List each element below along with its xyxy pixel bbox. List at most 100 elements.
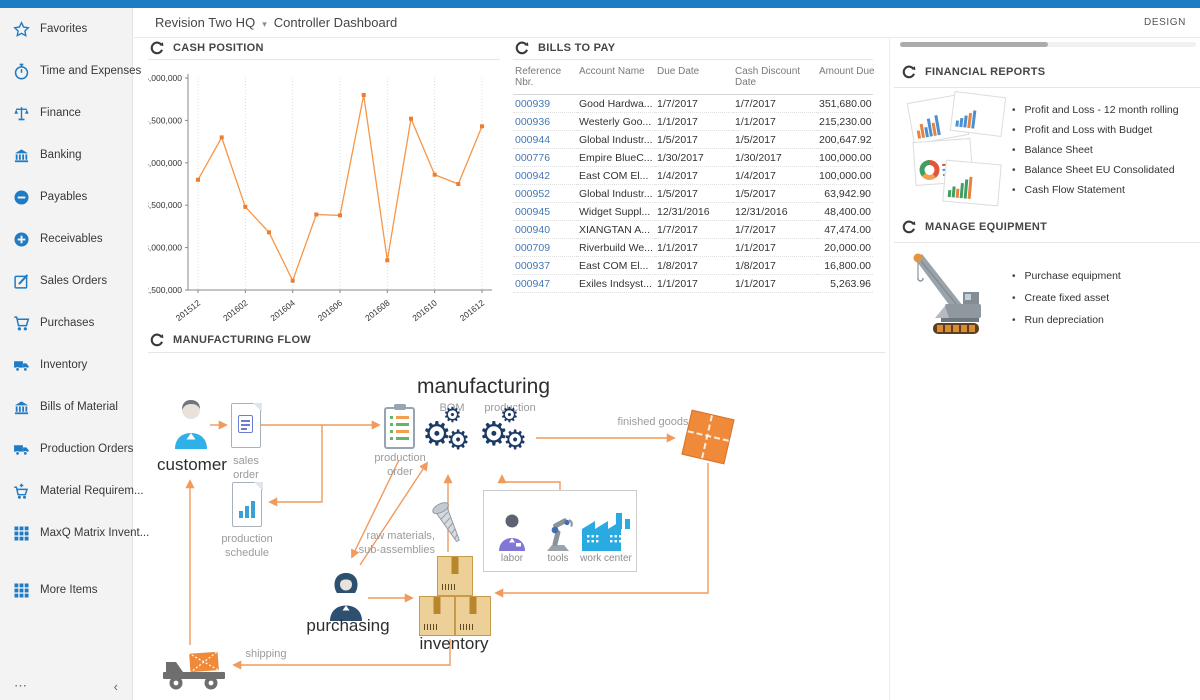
sidebar-item-time-and-expenses[interactable]: Time and Expenses <box>0 50 141 92</box>
sidebar-item-inventory[interactable]: Inventory <box>0 344 132 386</box>
report-link[interactable]: • Balance Sheet <box>1012 144 1198 157</box>
panel-title: FINANCIAL REPORTS <box>925 66 1046 78</box>
sidebar-item-maxq-matrix-invent[interactable]: MaxQ Matrix Invent... <box>0 512 149 554</box>
cart-plus-icon <box>13 483 30 500</box>
bom-gears-icon: ⚙ ⚙ ⚙ <box>422 403 471 456</box>
sidebar-item-label: Material Requirem... <box>40 485 144 497</box>
financial-reports-list: • Profit and Loss - 12 month rolling • Prof… <box>1012 104 1198 204</box>
equipment-link[interactable]: • Run depreciation <box>1012 314 1198 327</box>
reference-link[interactable]: 000776 <box>515 152 551 164</box>
report-link[interactable]: • Balance Sheet EU Consolidated <box>1012 164 1198 177</box>
discount-date-cell: 1/1/2017 <box>733 238 817 257</box>
bullet-icon: • <box>1012 315 1016 326</box>
column-header[interactable]: Amount Due <box>817 64 875 95</box>
chevron-down-icon[interactable]: ▾ <box>262 19 267 29</box>
manufacturing-title: manufacturing <box>416 375 551 398</box>
table-row: 000936 Westerly Goo... 1/1/2017 1/1/2017… <box>513 112 873 131</box>
customer-label: customer <box>157 455 227 474</box>
crane-image <box>913 253 981 334</box>
purchasing-label: purchasing <box>306 616 390 635</box>
panel-title: BILLS TO PAY <box>538 42 616 54</box>
bullet-icon: • <box>1012 145 1016 156</box>
refresh-icon[interactable] <box>902 220 916 234</box>
cash-position-chart: 65,000,000 64,500,000 64,000,000 63,500,000… <box>148 73 492 323</box>
sidebar-item-material-requirem[interactable]: Material Requirem... <box>0 470 144 512</box>
grid-icon <box>13 582 30 599</box>
account-cell: XIANGTAN A... <box>577 220 655 239</box>
sidebar-item-sales-orders[interactable]: Sales Orders <box>0 260 132 302</box>
discount-date-cell: 12/31/2016 <box>733 202 817 221</box>
reference-link[interactable]: 000937 <box>515 260 551 272</box>
reference-link[interactable]: 000942 <box>515 170 551 182</box>
refresh-icon[interactable] <box>150 333 164 347</box>
reference-link[interactable]: 000945 <box>515 206 551 218</box>
sidebar-item-bills-of-material[interactable]: Bills of Material <box>0 386 132 428</box>
column-header[interactable]: Reference Nbr. <box>513 64 577 95</box>
sidebar-item-more-items[interactable]: More Items <box>0 569 132 611</box>
report-link[interactable]: • Profit and Loss - 12 month rolling <box>1012 104 1198 117</box>
amount-cell: 47,474.00 <box>817 220 873 239</box>
page-title: Controller Dashboard <box>273 15 398 30</box>
stopwatch-icon <box>13 63 30 80</box>
svg-text:64,500,000: 64,500,000 <box>148 115 182 125</box>
scrollbar-thumb[interactable] <box>900 42 1048 47</box>
table-row: 000945 Widget Suppl... 12/31/2016 12/31/… <box>513 202 873 221</box>
bank-icon <box>13 399 30 416</box>
divider <box>148 59 500 60</box>
report-link[interactable]: • Profit and Loss with Budget <box>1012 124 1198 137</box>
cart-icon <box>13 315 30 332</box>
due-date-cell: 1/4/2017 <box>655 166 733 185</box>
collapse-sidebar-icon[interactable]: ‹ <box>113 678 118 694</box>
svg-text:65,000,000: 65,000,000 <box>148 73 182 83</box>
reference-link[interactable]: 000709 <box>515 242 551 254</box>
amount-cell: 100,000.00 <box>817 148 873 167</box>
design-button[interactable]: DESIGN <box>1144 17 1186 28</box>
sidebar-item-receivables[interactable]: Receivables <box>0 218 132 260</box>
edit-icon <box>13 273 30 290</box>
reference-link[interactable]: 000940 <box>515 224 551 236</box>
refresh-icon[interactable] <box>150 41 164 55</box>
truck-icon <box>13 441 30 458</box>
raw-materials-label: raw materials, sub-assemblies <box>358 530 435 557</box>
column-header[interactable]: Cash Discount Date <box>733 64 817 95</box>
sidebar-item-label: Favorites <box>40 23 88 35</box>
link-label: Cash Flow Statement <box>1024 184 1125 196</box>
reference-link[interactable]: 000944 <box>515 134 551 146</box>
column-header[interactable]: Due Date <box>655 64 733 95</box>
scrollbar-track[interactable] <box>900 42 1196 47</box>
reference-link[interactable]: 000936 <box>515 116 551 128</box>
sidebar-item-finance[interactable]: Finance <box>0 92 132 134</box>
sidebar-item-payables[interactable]: Payables <box>0 176 132 218</box>
flow-arrows <box>185 420 709 670</box>
reference-link[interactable]: 000939 <box>515 98 551 110</box>
reference-link[interactable]: 000947 <box>515 278 551 290</box>
sidebar-item-favorites[interactable]: Favorites <box>0 8 132 50</box>
sidebar-item-production-orders[interactable]: Production Orders <box>0 428 133 470</box>
equipment-link[interactable]: • Purchase equipment <box>1012 270 1198 283</box>
refresh-icon[interactable] <box>515 41 529 55</box>
panel-title: MANAGE EQUIPMENT <box>925 221 1048 233</box>
company-selector[interactable]: Revision Two HQ <box>155 15 256 30</box>
sidebar-item-label: Bills of Material <box>40 401 118 413</box>
discount-date-cell: 1/5/2017 <box>733 130 817 149</box>
reference-link[interactable]: 000952 <box>515 188 551 200</box>
customer-person-icon <box>175 400 207 449</box>
divider <box>513 59 873 60</box>
sidebar-item-banking[interactable]: Banking <box>0 134 132 176</box>
finished-goods-label: finished goods <box>617 416 689 428</box>
equipment-link[interactable]: • Create fixed asset <box>1012 292 1198 305</box>
amount-cell: 200,647.92 <box>817 130 873 149</box>
table-row: 000942 East COM El... 1/4/2017 1/4/2017 … <box>513 166 873 185</box>
report-link[interactable]: • Cash Flow Statement <box>1012 184 1198 197</box>
sidebar-item-purchases[interactable]: Purchases <box>0 302 132 344</box>
refresh-icon[interactable] <box>902 65 916 79</box>
work-center-box: labor tools work center <box>483 490 637 572</box>
more-options-icon[interactable]: ⋯ <box>14 678 27 693</box>
column-header[interactable]: Account Name <box>577 64 655 95</box>
link-label: Balance Sheet <box>1024 144 1093 156</box>
bank-icon <box>13 147 30 164</box>
bullet-icon: • <box>1012 125 1016 136</box>
svg-text:62,500,000: 62,500,000 <box>148 285 182 295</box>
reports-collage-image <box>906 90 1010 212</box>
sidebar-item-label: Banking <box>40 149 82 161</box>
